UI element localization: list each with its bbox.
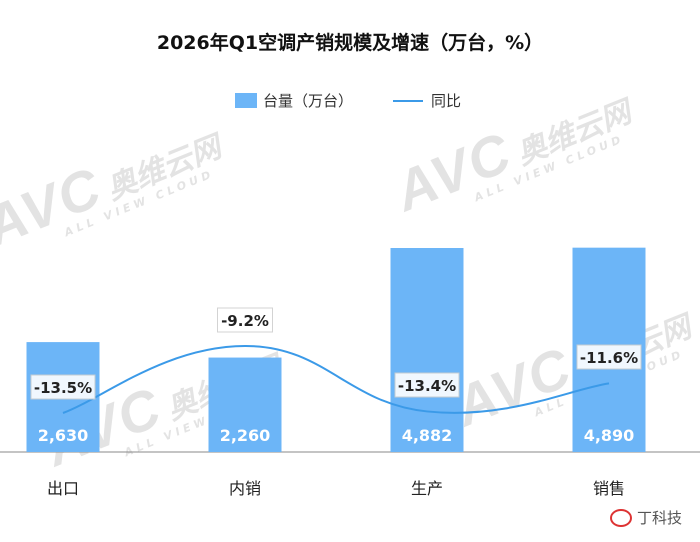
- chart-legend: 台量（万台） 同比: [235, 90, 501, 111]
- bar-data-label: 4,890: [584, 426, 635, 445]
- yoy-data-label: -11.6%: [580, 349, 638, 367]
- x-tick-label: 销售: [593, 479, 625, 498]
- chart-title: 2026年Q1空调产销规模及增速（万台，%）: [156, 32, 544, 54]
- weibo-icon: [609, 508, 632, 527]
- yoy-data-label: -13.4%: [398, 377, 456, 395]
- yoy-label-box: [576, 344, 642, 370]
- x-tick-label: 内销: [229, 479, 261, 498]
- yoy-label-box: [217, 307, 273, 333]
- bar-data-label: 4,882: [402, 426, 453, 445]
- legend-line-swatch: [393, 99, 424, 102]
- yoy-label-box: [30, 374, 96, 400]
- footer-source-text: 丁科技: [636, 509, 682, 527]
- footer-source: 丁科技: [609, 507, 682, 528]
- bar-data-label: 2,260: [220, 426, 271, 445]
- yoy-label-box: [394, 372, 460, 398]
- yoy-line: [62, 344, 610, 414]
- legend-label-volume: 台量（万台）: [263, 92, 354, 110]
- legend-bar-swatch: [235, 93, 257, 108]
- yoy-data-label: -9.2%: [221, 312, 269, 330]
- legend-item-yoy: 同比: [393, 90, 461, 111]
- bar: [208, 357, 282, 452]
- bar-data-label: 2,630: [38, 426, 89, 445]
- yoy-data-label: -13.5%: [34, 379, 92, 397]
- x-tick-label: 出口: [47, 479, 79, 498]
- bar: [390, 248, 464, 452]
- legend-label-yoy: 同比: [431, 92, 462, 110]
- legend-item-volume: 台量（万台）: [235, 90, 353, 111]
- x-tick-label: 生产: [411, 479, 443, 498]
